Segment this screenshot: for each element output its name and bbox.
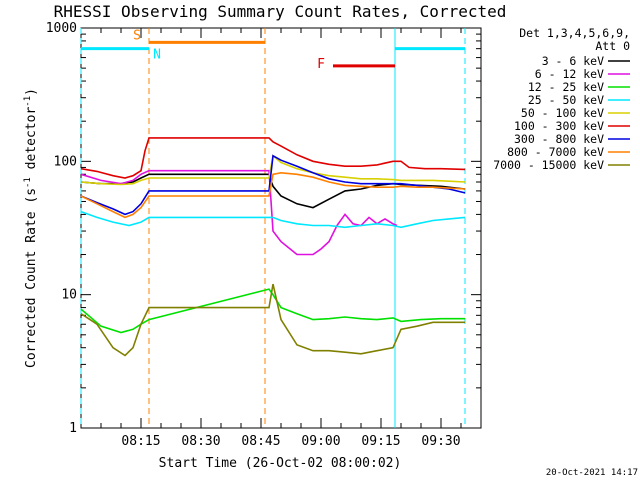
x-tick-label: 09:30 bbox=[421, 434, 460, 449]
legend-entry-label: 7000 - 15000 keV bbox=[493, 158, 604, 172]
y-axis-label-mid: detector bbox=[24, 107, 39, 178]
y-axis-label-sup1: -1 bbox=[23, 177, 33, 188]
legend-header-line: Att 0 bbox=[595, 39, 630, 53]
y-tick-label: 1 bbox=[69, 421, 77, 436]
y-axis-label-end: ) bbox=[24, 88, 39, 96]
legend-entry-label: 100 - 300 keV bbox=[514, 119, 604, 133]
series-line-3 bbox=[80, 210, 466, 229]
x-tick-label: 08:15 bbox=[121, 434, 160, 449]
plot-frame bbox=[80, 27, 482, 429]
legend-entry-label: 800 - 7000 keV bbox=[507, 145, 604, 159]
legend-entry-label: 3 - 6 keV bbox=[542, 54, 604, 68]
series-line-6 bbox=[80, 154, 466, 216]
x-tick-label: 08:30 bbox=[181, 434, 220, 449]
legend-header-line: Det 1,3,4,5,6,9, bbox=[519, 26, 630, 40]
series-line-5 bbox=[80, 137, 466, 179]
legend-entry-label: 12 - 25 keV bbox=[528, 80, 604, 94]
chart-title: RHESSI Observing Summary Count Rates, Co… bbox=[54, 2, 507, 21]
x-tick-label: 09:15 bbox=[361, 434, 400, 449]
state-bar-label: F bbox=[317, 57, 325, 72]
legend-entry-label: 6 - 12 keV bbox=[535, 67, 604, 81]
y-tick-label: 1000 bbox=[46, 21, 77, 36]
y-axis-label-main: Corrected Count Rate (s bbox=[24, 188, 39, 368]
state-bar-label: S bbox=[133, 28, 141, 43]
series-line-7 bbox=[80, 171, 466, 219]
x-axis-label: Start Time (26-Oct-02 08:00:02) bbox=[159, 456, 402, 471]
y-axis-label-sup2: -1 bbox=[23, 96, 33, 107]
y-axis-label: Corrected Count Rate (s-1 detector-1) bbox=[23, 88, 39, 368]
x-tick-label: 08:45 bbox=[241, 434, 280, 449]
y-tick-label: 100 bbox=[54, 154, 77, 169]
series-line-2 bbox=[80, 288, 465, 334]
series-line-1 bbox=[80, 169, 398, 256]
footer-timestamp: 20-Oct-2021 14:17 bbox=[546, 468, 638, 478]
legend-entry-label: 300 - 800 keV bbox=[514, 132, 604, 146]
state-bar-label: N bbox=[153, 48, 161, 63]
x-tick-label: 09:00 bbox=[301, 434, 340, 449]
series-line-8 bbox=[80, 283, 465, 357]
y-tick-label: 10 bbox=[61, 288, 77, 303]
series-line-0 bbox=[80, 173, 466, 209]
legend-entry-label: 25 - 50 keV bbox=[528, 93, 604, 107]
legend-entry-label: 50 - 100 keV bbox=[521, 106, 604, 120]
plot-area: 1 10 100 1000 08:15 08:30 08:45 09:00 09:15 09:30… bbox=[46, 21, 482, 449]
